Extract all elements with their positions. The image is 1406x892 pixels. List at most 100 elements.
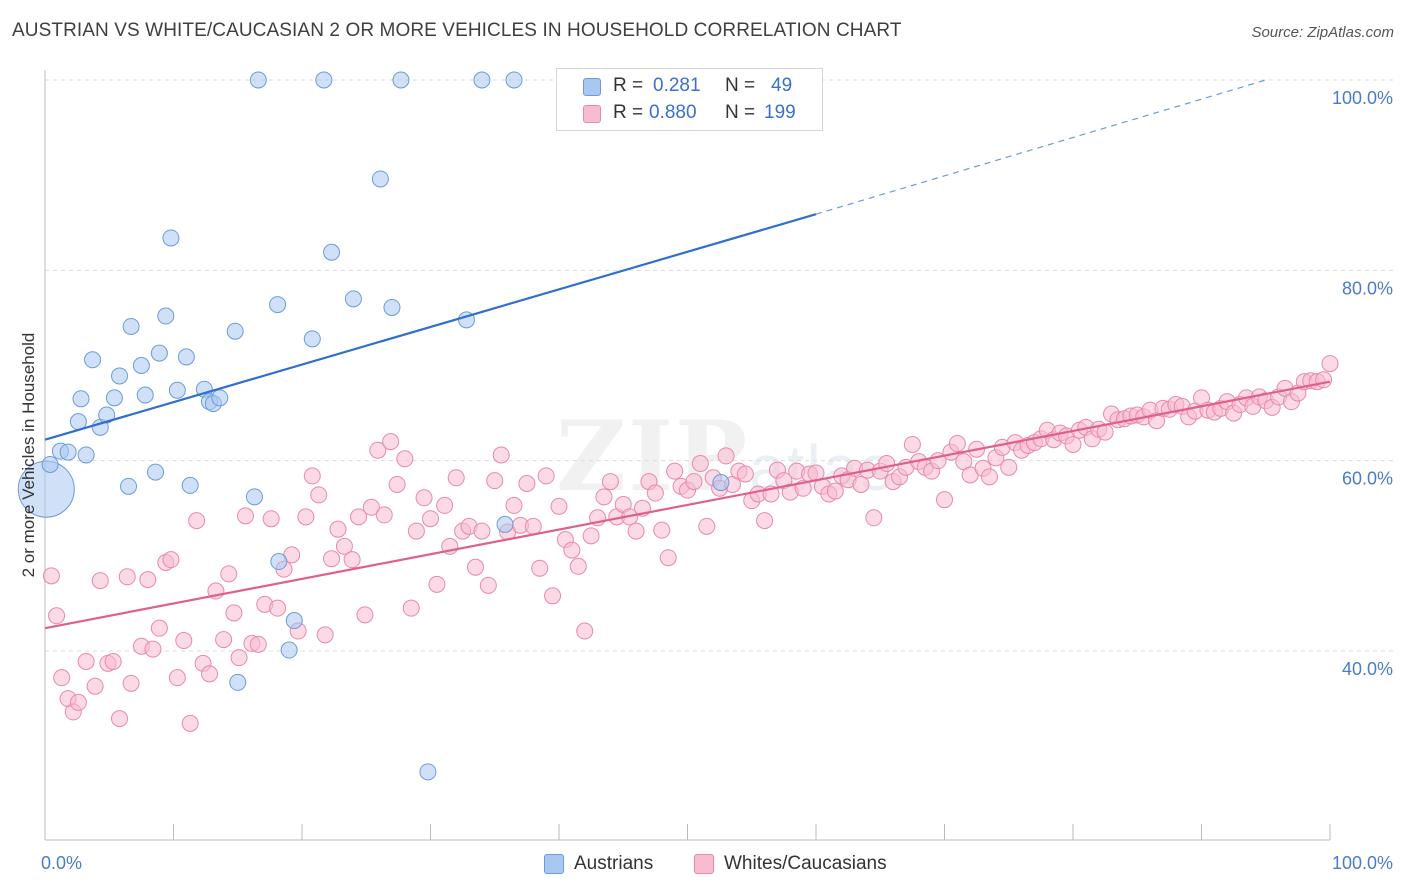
- data-point: [220, 565, 238, 583]
- legend-r-value: 0.880: [649, 102, 697, 123]
- data-point: [698, 517, 716, 535]
- data-point: [646, 484, 664, 502]
- data-point: [181, 714, 199, 732]
- data-point: [120, 477, 138, 495]
- y-tick-label: 100.0%: [1332, 88, 1393, 108]
- data-point: [91, 572, 109, 590]
- data-point: [168, 381, 186, 399]
- data-point: [310, 486, 328, 504]
- data-point: [392, 71, 410, 89]
- legend-row-austrians: R = 0.281 N = 49: [557, 73, 822, 101]
- data-point: [691, 455, 709, 473]
- data-point: [335, 537, 353, 555]
- legend-swatch-austrians: [583, 78, 601, 96]
- data-point: [59, 443, 77, 461]
- data-point: [132, 357, 150, 374]
- data-point: [948, 435, 966, 453]
- data-point: [524, 517, 542, 535]
- data-point: [1064, 435, 1082, 453]
- data-point: [382, 433, 400, 451]
- data-point: [369, 441, 387, 459]
- data-point: [496, 515, 514, 533]
- data-point: [419, 763, 437, 781]
- data-point: [181, 476, 199, 494]
- y-tick-label: 80.0%: [1342, 278, 1393, 298]
- data-point: [576, 622, 594, 640]
- data-point: [225, 604, 243, 622]
- data-point: [211, 389, 229, 407]
- chart-title: AUSTRIAN VS WHITE/CAUCASIAN 2 OR MORE VE…: [12, 20, 902, 41]
- x-tick-label: 0.0%: [41, 853, 82, 873]
- data-point: [717, 447, 735, 465]
- data-point: [236, 507, 254, 525]
- data-point: [343, 551, 361, 569]
- data-point: [53, 669, 71, 687]
- data-point: [865, 509, 883, 527]
- data-point: [77, 652, 95, 670]
- data-point: [383, 298, 401, 316]
- y-tick-label: 60.0%: [1342, 469, 1393, 489]
- data-point: [229, 673, 247, 691]
- legend-r-label: R =: [613, 75, 644, 96]
- data-point: [852, 475, 870, 493]
- data-point: [375, 506, 393, 524]
- data-point: [230, 649, 248, 667]
- data-point: [303, 467, 321, 485]
- gridlines: [45, 79, 1395, 652]
- data-point: [936, 491, 953, 509]
- data-point: [492, 446, 510, 464]
- data-point: [269, 296, 287, 314]
- data-point: [712, 474, 730, 492]
- data-point: [356, 606, 374, 624]
- data-point: [245, 488, 263, 506]
- data-point: [903, 435, 921, 453]
- data-point: [396, 450, 414, 468]
- legend-r-value: 0.281: [653, 75, 701, 96]
- data-point: [175, 632, 193, 650]
- data-point: [249, 635, 267, 653]
- x-tick-label: 100.0%: [1332, 853, 1393, 873]
- data-point: [315, 71, 333, 89]
- data-point: [1000, 458, 1018, 476]
- data-point: [1321, 355, 1339, 373]
- data-point: [285, 612, 303, 630]
- correlation-legend: R = 0.281 N = 49 R = 0.880 N = 199: [556, 68, 823, 131]
- data-point: [162, 229, 180, 247]
- data-point: [582, 527, 600, 545]
- data-point: [316, 626, 334, 644]
- y-axis-label: 2 or more Vehicles in Household: [19, 333, 38, 578]
- data-point: [466, 558, 484, 576]
- data-point: [168, 669, 186, 687]
- data-point: [77, 446, 95, 464]
- data-point: [563, 541, 581, 559]
- data-point: [269, 599, 287, 617]
- data-point: [350, 508, 368, 526]
- data-point: [48, 607, 66, 625]
- series-austrians: [17, 71, 730, 781]
- data-point: [362, 498, 380, 516]
- data-point: [262, 510, 280, 528]
- data-point: [144, 640, 162, 658]
- source-credit: Source: ZipAtlas.com: [1251, 24, 1394, 41]
- data-point: [436, 496, 454, 514]
- legend-r-label: R =: [613, 102, 644, 123]
- data-point: [105, 389, 123, 407]
- data-point: [402, 599, 420, 617]
- data-point: [303, 330, 321, 348]
- data-point: [86, 677, 104, 695]
- data-point: [422, 510, 439, 528]
- data-point: [371, 170, 389, 188]
- data-point: [980, 468, 998, 486]
- data-point: [486, 472, 504, 490]
- data-point: [1315, 371, 1333, 389]
- data-point: [537, 467, 555, 485]
- data-point: [215, 631, 233, 649]
- data-point: [736, 465, 754, 483]
- data-point: [98, 406, 116, 424]
- data-point: [122, 674, 140, 692]
- data-point: [569, 557, 587, 575]
- data-point: [544, 587, 562, 605]
- legend-label-austrians: Austrians: [574, 853, 654, 874]
- data-point: [685, 473, 703, 491]
- data-point: [415, 489, 433, 507]
